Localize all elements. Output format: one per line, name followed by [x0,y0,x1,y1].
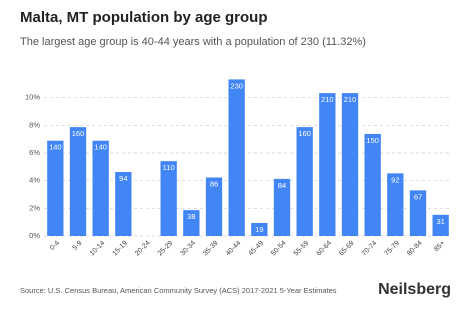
y-tick-label: 10% [25,93,40,102]
source: Source: U.S. Census Bureau, American Com… [20,286,337,295]
x-tick-label: 15-19 [111,240,129,258]
x-tick-label: 60-64 [315,240,333,258]
bar [341,93,359,236]
x-tick-label: 55-59 [293,240,311,258]
data-label: 160 [72,129,85,138]
y-tick-label: 6% [29,148,40,157]
y-tick-label: 2% [29,203,40,212]
data-label: 140 [49,143,62,152]
bar [115,171,132,236]
data-label: 160 [298,129,311,138]
bar [183,210,200,236]
data-label: 140 [94,143,107,152]
x-tick-label: 40-44 [225,240,243,258]
x-tick-label: 25-29 [157,240,175,258]
bar [296,127,313,236]
data-label: 31 [436,217,444,226]
data-label: 110 [163,163,175,172]
bar [160,161,177,236]
y-tick-label: 0% [29,231,40,240]
bar [273,178,291,236]
bar [205,177,223,236]
bar [409,190,427,236]
data-label: 210 [321,95,334,104]
bar [228,79,245,236]
x-tick-label: 50-54 [270,240,288,258]
x-tick-label: 5-9 [72,240,84,252]
chart-title: Malta, MT population by age group [20,9,268,26]
brand: Neilsberg [378,281,451,298]
data-label: 38 [187,212,195,221]
data-label: 86 [210,179,218,188]
x-tick-label: 10-14 [89,240,107,258]
bar [47,140,64,236]
x-tick-label: 30-34 [179,240,197,258]
data-label: 67 [414,192,422,201]
x-tick-label: 35-39 [202,240,220,258]
bar [432,214,449,236]
bar [364,133,381,236]
x-tick-label: 85+ [433,240,446,253]
data-label: 150 [366,136,379,145]
data-label: 84 [278,181,286,190]
data-label: 230 [230,81,243,90]
bar [92,140,109,236]
chart-subtitle: The largest age group is 40-44 years wit… [20,36,366,48]
data-label: 92 [391,175,399,184]
x-tick-label: 65-69 [338,240,356,258]
x-tick-label: 20-24 [134,240,152,258]
bar [69,127,87,236]
x-tick-label: 70-74 [361,240,379,258]
x-tick-label: 45-49 [247,240,265,258]
data-label: 94 [119,174,127,183]
bar [387,173,404,236]
x-tick-label: 0-4 [49,240,61,252]
data-label: 210 [344,95,357,104]
x-tick-label: 80-84 [406,240,424,258]
data-label: 19 [255,225,263,234]
bar [251,222,268,236]
y-tick-label: 4% [29,176,40,185]
x-tick-label: 75-79 [383,240,401,258]
bar [319,93,336,236]
y-tick-label: 8% [29,120,40,129]
